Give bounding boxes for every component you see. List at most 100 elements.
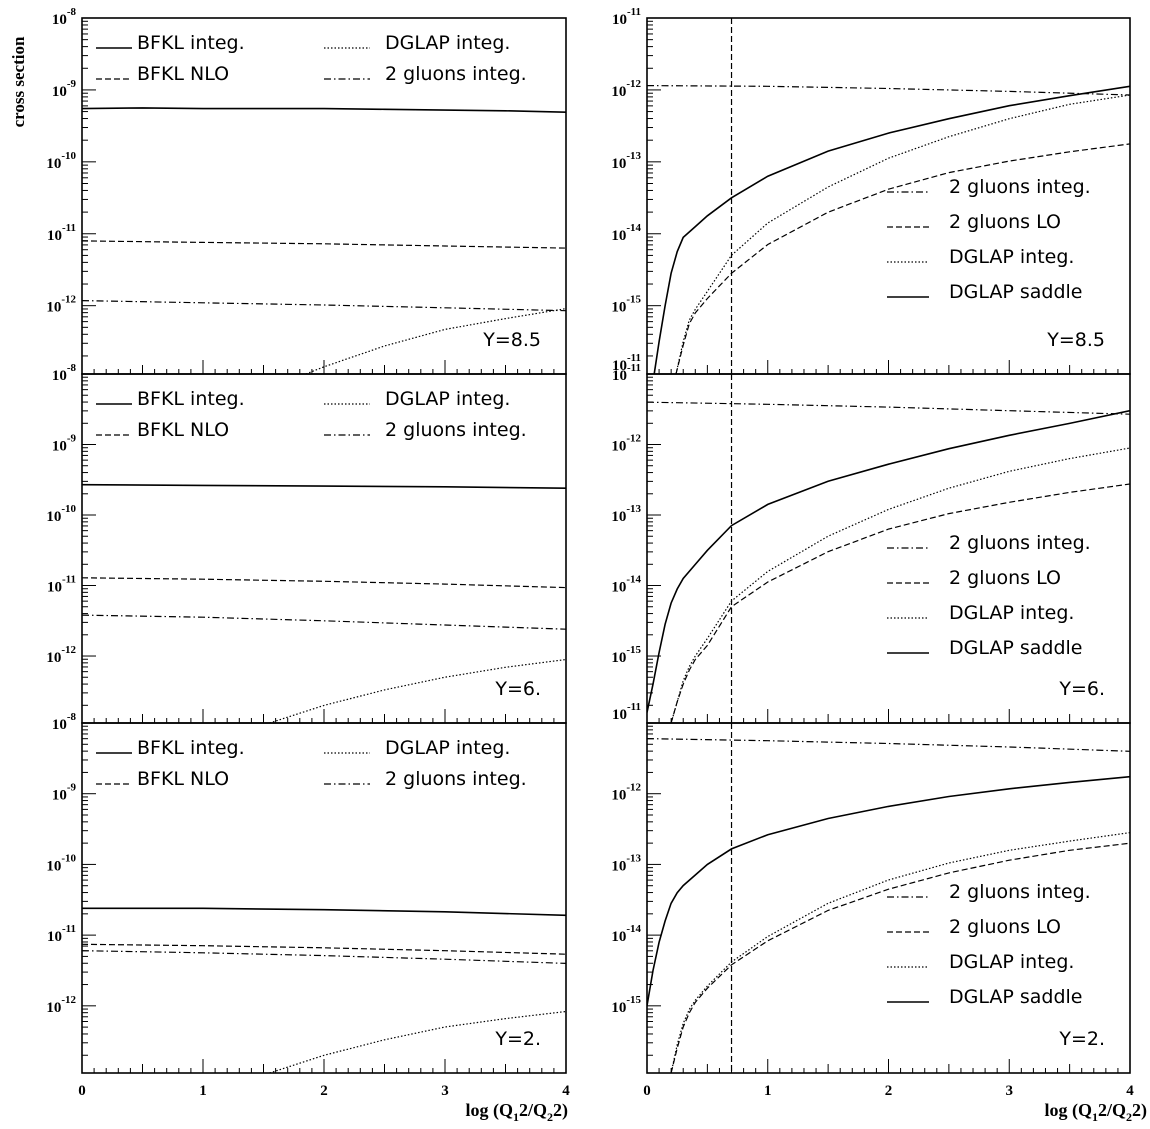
x-tick-label: 0 xyxy=(643,1083,651,1099)
legend-label: 2 gluons integ. xyxy=(949,176,1091,198)
series-line xyxy=(653,85,1130,374)
y-tick-label: 10-11 xyxy=(47,574,76,596)
y-tick-label: 10-15 xyxy=(611,994,641,1016)
y-tick-label: 10-11 xyxy=(47,923,76,945)
legend-label: BFKL NLO xyxy=(137,63,229,85)
legend-label: BFKL integ. xyxy=(137,32,245,54)
legend-label: BFKL NLO xyxy=(137,419,229,441)
legend-label: DGLAP saddle xyxy=(949,637,1083,659)
y-tick-label: 10-13 xyxy=(611,503,641,525)
y-tick-label: 10-9 xyxy=(52,78,77,100)
y-tick-label: 10-12 xyxy=(611,433,641,455)
series-line xyxy=(670,483,1130,723)
panel-annotation: Y=2. xyxy=(1058,1028,1105,1050)
y-tick-label: 10-10 xyxy=(46,503,76,525)
y-tick-label: 10-13 xyxy=(611,852,641,874)
x-axis-label-right: log (Q12/Q22) xyxy=(1044,1100,1147,1124)
y-tick-label: 10-12 xyxy=(46,644,76,666)
series-line xyxy=(647,85,1130,96)
y-tick-label: 10-8 xyxy=(52,362,77,384)
y-tick-label: 10-11 xyxy=(612,362,641,384)
x-tick-label: 1 xyxy=(764,1083,772,1099)
legend-label: 2 gluons integ. xyxy=(949,881,1091,903)
series-line xyxy=(269,658,566,723)
series-line xyxy=(675,143,1130,374)
x-tick-label: 4 xyxy=(1126,1083,1134,1099)
series-line xyxy=(670,447,1130,723)
panel-annotation: Y=6. xyxy=(494,678,541,700)
legend-label: 2 gluons LO xyxy=(949,567,1061,589)
panel-annotation: Y=8.5 xyxy=(1046,329,1105,351)
x-axis-label-left: log (Q12/Q22) xyxy=(465,1100,568,1124)
series-line xyxy=(82,950,566,964)
legend-label: 2 gluons LO xyxy=(949,211,1061,233)
y-tick-label: 10-11 xyxy=(47,222,76,244)
series-line xyxy=(647,401,1130,415)
panel-left-bottom: 10-8 10-9 10-10 10-11 10-12 0 1 2 3 4 BFKL integ. D… xyxy=(46,711,570,1099)
y-tick-label: 10-12 xyxy=(46,994,76,1016)
legend-label: DGLAP saddle xyxy=(949,281,1083,303)
y-tick-label: 10-12 xyxy=(46,294,76,316)
legend-label: 2 gluons integ. xyxy=(385,63,527,85)
y-tick-label: 10-11 xyxy=(612,701,641,723)
legend-label: DGLAP integ. xyxy=(949,246,1074,268)
x-tick-label: 0 xyxy=(78,1083,86,1099)
series-line xyxy=(305,308,566,374)
panel-annotation: Y=8.5 xyxy=(482,329,541,351)
series-line xyxy=(647,409,1130,713)
legend-label: 2 gluons integ. xyxy=(385,419,527,441)
legend-label: BFKL NLO xyxy=(137,768,229,790)
panel-right-top: 10-11 10-12 10-13 10-14 10-15 10-11 2 gluons i… xyxy=(611,6,1131,375)
y-tick-label: 10-12 xyxy=(611,782,641,804)
legend-label: 2 gluons integ. xyxy=(385,768,527,790)
y-tick-label: 10-14 xyxy=(611,923,641,945)
series-line xyxy=(82,907,566,917)
series-line xyxy=(82,577,566,589)
series-line xyxy=(670,842,1130,1073)
y-tick-label: 10-15 xyxy=(611,644,641,666)
panel-annotation: Y=2. xyxy=(494,1028,541,1050)
panel-right-middle: 10-11 10-12 10-13 10-14 10-15 10-11 2 gluons i… xyxy=(611,362,1131,724)
y-tick-label: 10-11 xyxy=(612,352,641,374)
chart-panels: 10-8 10-9 10-10 10-11 10-12 BFKL integ. DGLAP … xyxy=(46,6,1134,1099)
legend-label: DGLAP integ. xyxy=(385,388,510,410)
legend-label: BFKL integ. xyxy=(137,388,245,410)
y-tick-label: 10-14 xyxy=(611,574,641,596)
series-line xyxy=(269,1010,566,1073)
x-tick-label: 3 xyxy=(1006,1083,1014,1099)
series-line xyxy=(82,483,566,489)
y-tick-label: 10-13 xyxy=(611,150,641,172)
series-line xyxy=(670,832,1130,1073)
series-line xyxy=(82,240,566,249)
panel-annotation: Y=6. xyxy=(1058,678,1105,700)
y-tick-label: 10-8 xyxy=(52,711,77,733)
y-tick-label: 10-9 xyxy=(52,782,77,804)
y-tick-label: 10-10 xyxy=(46,852,76,874)
panel-left-top: 10-8 10-9 10-10 10-11 10-12 BFKL integ. DGLAP … xyxy=(46,6,567,375)
y-tick-label: 10-10 xyxy=(46,150,76,172)
legend-label: DGLAP integ. xyxy=(949,602,1074,624)
y-tick-label: 10-14 xyxy=(611,222,641,244)
series-line xyxy=(82,943,566,955)
y-tick-label: 10-8 xyxy=(52,6,77,28)
x-tick-label: 1 xyxy=(199,1083,207,1099)
series-line xyxy=(82,614,566,630)
legend-label: DGLAP integ. xyxy=(385,32,510,54)
series-line xyxy=(82,300,566,312)
series-line xyxy=(675,94,1130,374)
y-axis-label: cross section xyxy=(9,36,28,127)
panel-right-bottom: 10-12 10-13 10-14 10-15 0 1 2 3 4 2 gluons integ.… xyxy=(611,722,1134,1099)
x-tick-label: 3 xyxy=(441,1083,449,1099)
y-tick-label: 10-9 xyxy=(52,433,77,455)
legend-label: BFKL integ. xyxy=(137,737,245,759)
x-tick-label: 4 xyxy=(562,1083,570,1099)
legend-label: DGLAP saddle xyxy=(949,986,1083,1008)
y-tick-label: 10-15 xyxy=(611,294,641,316)
x-tick-label: 2 xyxy=(320,1083,328,1099)
y-tick-label: 10-11 xyxy=(612,6,641,28)
legend-label: 2 gluons integ. xyxy=(949,532,1091,554)
series-line xyxy=(647,775,1130,1006)
legend-label: DGLAP integ. xyxy=(385,737,510,759)
y-tick-label: 10-12 xyxy=(611,78,641,100)
